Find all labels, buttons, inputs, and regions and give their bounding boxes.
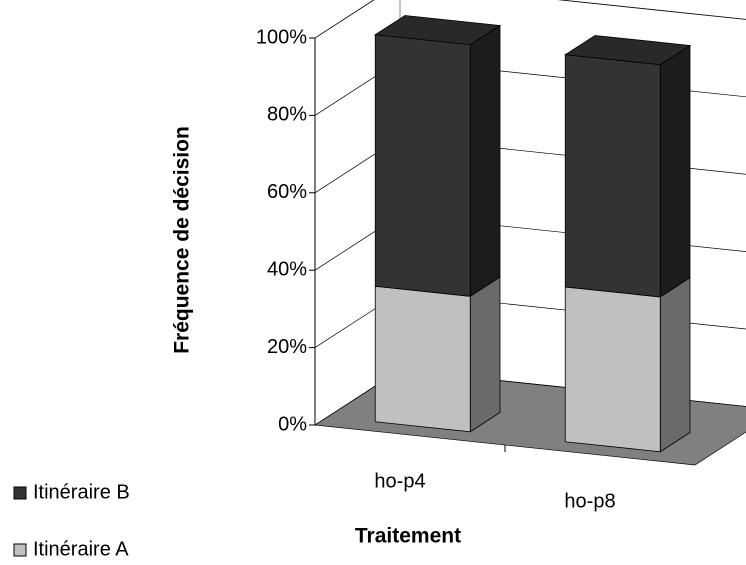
bar xyxy=(374,34,471,297)
bar xyxy=(564,286,661,453)
bar-side xyxy=(659,44,691,298)
y-tick-label: 60% xyxy=(267,181,307,203)
grid-line xyxy=(314,0,746,39)
legend-label: Itinéraire A xyxy=(33,538,129,560)
y-tick-label: 100% xyxy=(256,26,307,48)
bar-side xyxy=(469,276,501,433)
legend-label: Itinéraire B xyxy=(33,481,130,503)
y-tick-label: 80% xyxy=(267,104,307,126)
y-tick-label: 40% xyxy=(267,258,307,280)
bar-side xyxy=(469,24,501,298)
bar xyxy=(374,285,471,433)
y-tick-label: 0% xyxy=(278,413,307,435)
x-axis-title: Traitement xyxy=(355,525,461,548)
y-tick-label: 20% xyxy=(267,336,307,358)
y-axis-title: Fréquence de décision xyxy=(171,126,194,354)
legend-swatch xyxy=(13,543,27,557)
x-tick-label: ho-p4 xyxy=(374,470,425,492)
bar xyxy=(564,54,661,298)
x-tick-label: ho-p8 xyxy=(564,490,615,512)
bar-side xyxy=(659,276,691,453)
legend-swatch xyxy=(13,486,27,500)
